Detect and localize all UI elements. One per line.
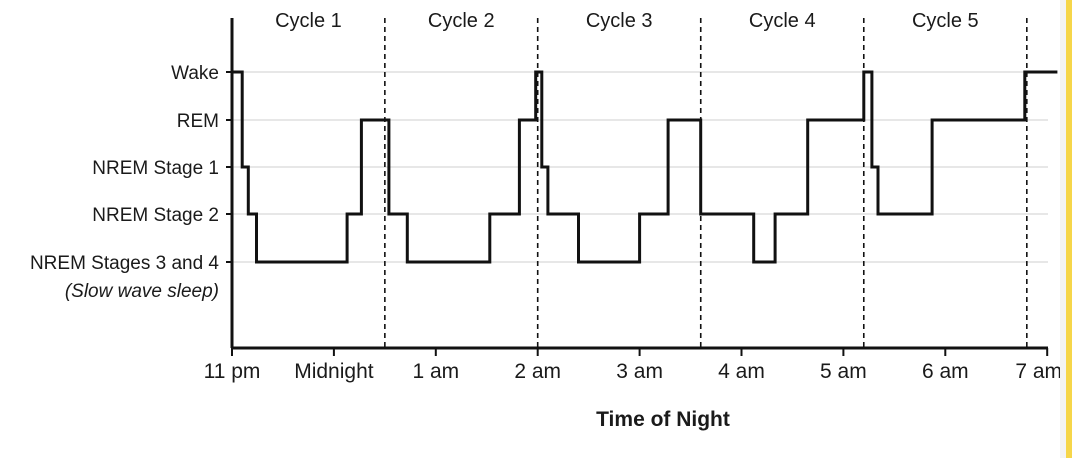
- x-tick-label-2: 1 am: [412, 360, 459, 383]
- x-tick-label-1: Midnight: [294, 360, 374, 383]
- page-edge: [1060, 0, 1066, 458]
- x-tick-label-8: 7 am: [1015, 360, 1060, 383]
- y-tick-label-0: Wake: [171, 63, 219, 84]
- y-tick-label-1: REM: [177, 111, 219, 132]
- cycle-dividers: [384, 18, 1028, 348]
- y-tick-label-4: NREM Stages 3 and 4: [30, 253, 219, 274]
- x-axis-title: Time of Night: [596, 408, 730, 431]
- y-tick-label-2: NREM Stage 1: [92, 158, 219, 179]
- x-tick-label-0: 11 pm: [204, 360, 261, 383]
- x-tick-label-5: 4 am: [718, 360, 765, 383]
- cycle-label-2: Cycle 3: [586, 10, 653, 32]
- x-tick-label-7: 6 am: [922, 360, 969, 383]
- x-tick-label-6: 5 am: [820, 360, 867, 383]
- page-edge-accent: [1066, 0, 1072, 458]
- series-line-0: [232, 70, 1058, 264]
- y-tick-label-3: NREM Stage 2: [92, 205, 219, 226]
- hypnogram-line: [232, 70, 1058, 264]
- x-tick-label-3: 2 am: [514, 360, 561, 383]
- cycle-label-3: Cycle 4: [749, 10, 816, 32]
- y-tick-note-4: (Slow wave sleep): [65, 281, 219, 302]
- axes: [226, 18, 1049, 356]
- cycle-label-0: Cycle 1: [275, 10, 342, 32]
- cycle-label-4: Cycle 5: [912, 10, 979, 32]
- cycle-label-1: Cycle 2: [428, 10, 495, 32]
- labels: Wake REM NREM Stage 1 NREM Stage 2 NREM Stag…: [30, 10, 1060, 383]
- x-tick-label-4: 3 am: [616, 360, 663, 383]
